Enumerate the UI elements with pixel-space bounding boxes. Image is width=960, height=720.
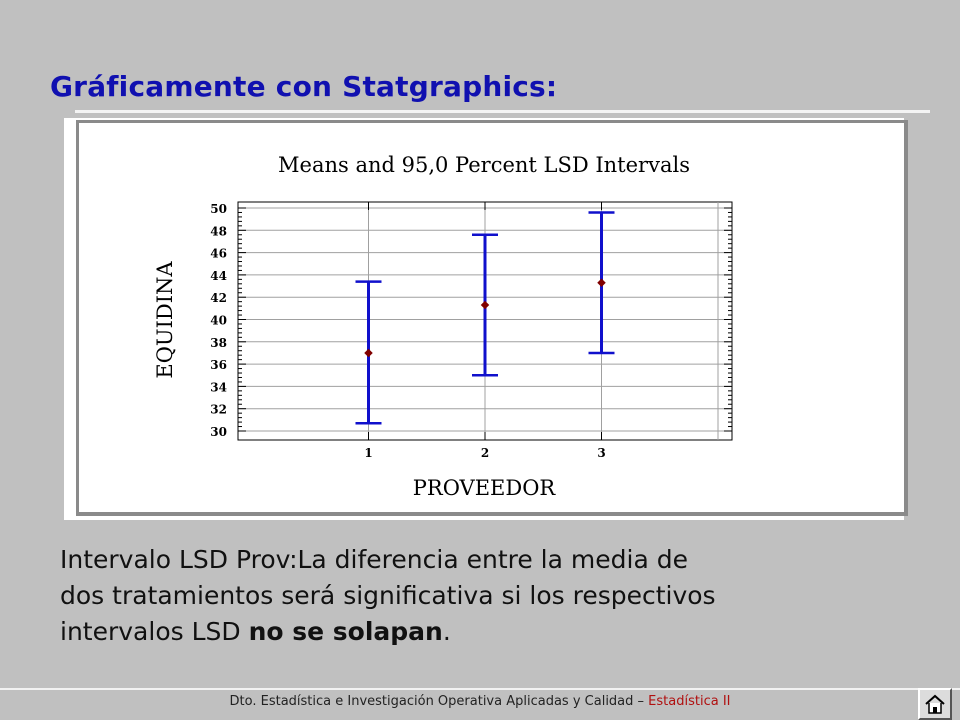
y-tick-label: 48 (210, 224, 227, 238)
slide-title: Gráficamente con Statgraphics: (50, 70, 558, 103)
footer-department: Dto. Estadística e Investigación Operati… (229, 694, 649, 709)
y-tick-label: 46 (210, 247, 227, 261)
home-icon (925, 694, 945, 714)
y-tick-label: 50 (210, 202, 227, 216)
mean-point (480, 300, 490, 310)
body-text: Intervalo LSD Prov:La diferencia entre l… (60, 542, 940, 650)
y-tick-label: 30 (210, 425, 227, 439)
body-line-3: intervalos LSD no se solapan. (60, 614, 940, 650)
x-tick-label: 3 (597, 446, 605, 460)
footer-divider (0, 688, 960, 690)
x-tick-label: 2 (481, 446, 489, 460)
footer: Dto. Estadística e Investigación Operati… (0, 694, 960, 709)
title-divider (75, 110, 930, 113)
y-tick-label: 42 (210, 291, 227, 305)
body-emphasis: no se solapan (248, 617, 443, 646)
mean-point (597, 278, 606, 287)
y-tick-label: 36 (210, 358, 227, 372)
y-tick-label: 38 (210, 336, 227, 350)
mean-point (364, 348, 373, 358)
y-tick-label: 44 (210, 269, 227, 283)
y-tick-label: 32 (210, 403, 227, 417)
chart-title: Means and 95,0 Percent LSD Intervals (278, 153, 690, 177)
y-tick-label: 40 (210, 314, 227, 328)
x-axis-label: PROVEEDOR (413, 476, 557, 500)
footer-course: Estadística II (648, 694, 731, 709)
x-tick-label: 1 (364, 446, 372, 460)
body-line-3-start: intervalos LSD (60, 617, 249, 646)
body-line-2: dos tratamientos será significativa si l… (60, 581, 716, 610)
y-axis-label: EQUIDINA (153, 261, 177, 379)
y-tick-label: 34 (210, 380, 227, 394)
home-button[interactable] (918, 688, 952, 720)
body-line-3-end: . (442, 617, 451, 646)
body-line-1: Intervalo LSD Prov:La diferencia entre l… (60, 545, 688, 574)
